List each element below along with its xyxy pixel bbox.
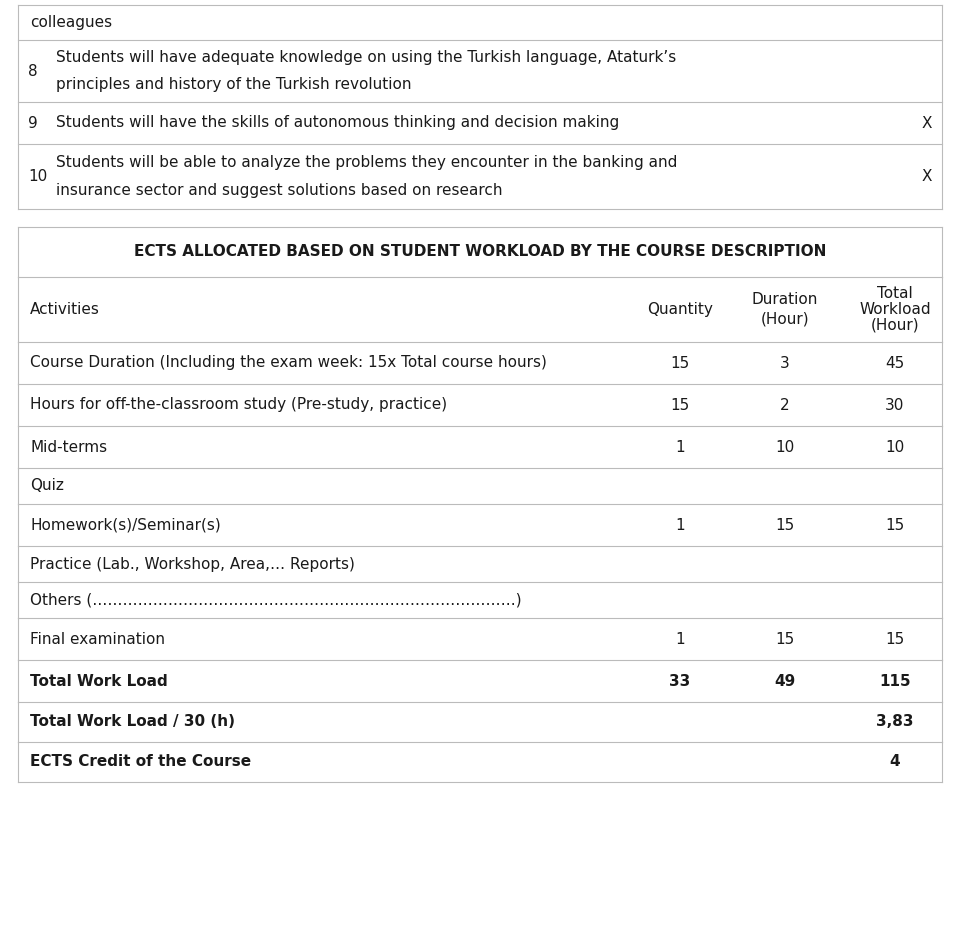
Text: 15: 15 <box>670 397 689 412</box>
Text: (Hour): (Hour) <box>760 312 809 327</box>
Text: 49: 49 <box>775 673 796 688</box>
Text: X: X <box>922 169 932 184</box>
Text: Quiz: Quiz <box>30 479 64 494</box>
Text: ECTS ALLOCATED BASED ON STUDENT WORKLOAD BY THE COURSE DESCRIPTION: ECTS ALLOCATED BASED ON STUDENT WORKLOAD… <box>133 244 827 260</box>
Text: Hours for off-the-classroom study (Pre-study, practice): Hours for off-the-classroom study (Pre-s… <box>30 397 447 412</box>
Text: principles and history of the Turkish revolution: principles and history of the Turkish re… <box>56 78 412 93</box>
Text: 115: 115 <box>879 673 911 688</box>
Text: (Hour): (Hour) <box>871 318 920 333</box>
Text: 2: 2 <box>780 397 790 412</box>
Text: 15: 15 <box>776 631 795 646</box>
Text: 1: 1 <box>675 517 684 533</box>
Text: Homework(s)/Seminar(s): Homework(s)/Seminar(s) <box>30 517 221 533</box>
Text: 1: 1 <box>675 631 684 646</box>
Text: 10: 10 <box>28 169 47 184</box>
Text: 1: 1 <box>675 439 684 454</box>
Text: 33: 33 <box>669 673 690 688</box>
Text: 9: 9 <box>28 116 37 131</box>
Text: Total Work Load: Total Work Load <box>30 673 168 688</box>
Text: 3,83: 3,83 <box>876 714 914 729</box>
Text: Students will have adequate knowledge on using the Turkish language, Ataturk’s: Students will have adequate knowledge on… <box>56 50 676 65</box>
Text: ECTS Credit of the Course: ECTS Credit of the Course <box>30 755 252 770</box>
Text: 8: 8 <box>28 64 37 79</box>
Text: Duration: Duration <box>752 292 818 307</box>
Text: Final examination: Final examination <box>30 631 165 646</box>
Text: 15: 15 <box>776 517 795 533</box>
Text: X: X <box>922 116 932 131</box>
Text: Total Work Load / 30 (h): Total Work Load / 30 (h) <box>30 714 235 729</box>
Text: 15: 15 <box>670 355 689 370</box>
Text: Mid-terms: Mid-terms <box>30 439 108 454</box>
Text: 15: 15 <box>885 631 904 646</box>
Text: 4: 4 <box>890 755 900 770</box>
Text: Others (…………………………………………………………………………): Others (…………………………………………………………………………) <box>30 593 521 608</box>
Text: colleagues: colleagues <box>30 15 112 30</box>
Text: 3: 3 <box>780 355 790 370</box>
Text: Activities: Activities <box>30 302 100 317</box>
Text: Course Duration (Including the exam week: 15x Total course hours): Course Duration (Including the exam week… <box>30 355 547 370</box>
Text: 45: 45 <box>885 355 904 370</box>
Text: Students will have the skills of autonomous thinking and decision making: Students will have the skills of autonom… <box>56 116 619 131</box>
Text: 15: 15 <box>885 517 904 533</box>
Text: insurance sector and suggest solutions based on research: insurance sector and suggest solutions b… <box>56 183 502 198</box>
Text: Students will be able to analyze the problems they encounter in the banking and: Students will be able to analyze the pro… <box>56 154 678 169</box>
Text: Quantity: Quantity <box>647 302 713 317</box>
Text: Workload: Workload <box>859 302 931 317</box>
Text: 10: 10 <box>776 439 795 454</box>
Text: 10: 10 <box>885 439 904 454</box>
Text: Total: Total <box>877 286 913 301</box>
Text: 30: 30 <box>885 397 904 412</box>
Text: Practice (Lab., Workshop, Area,… Reports): Practice (Lab., Workshop, Area,… Reports… <box>30 556 355 571</box>
